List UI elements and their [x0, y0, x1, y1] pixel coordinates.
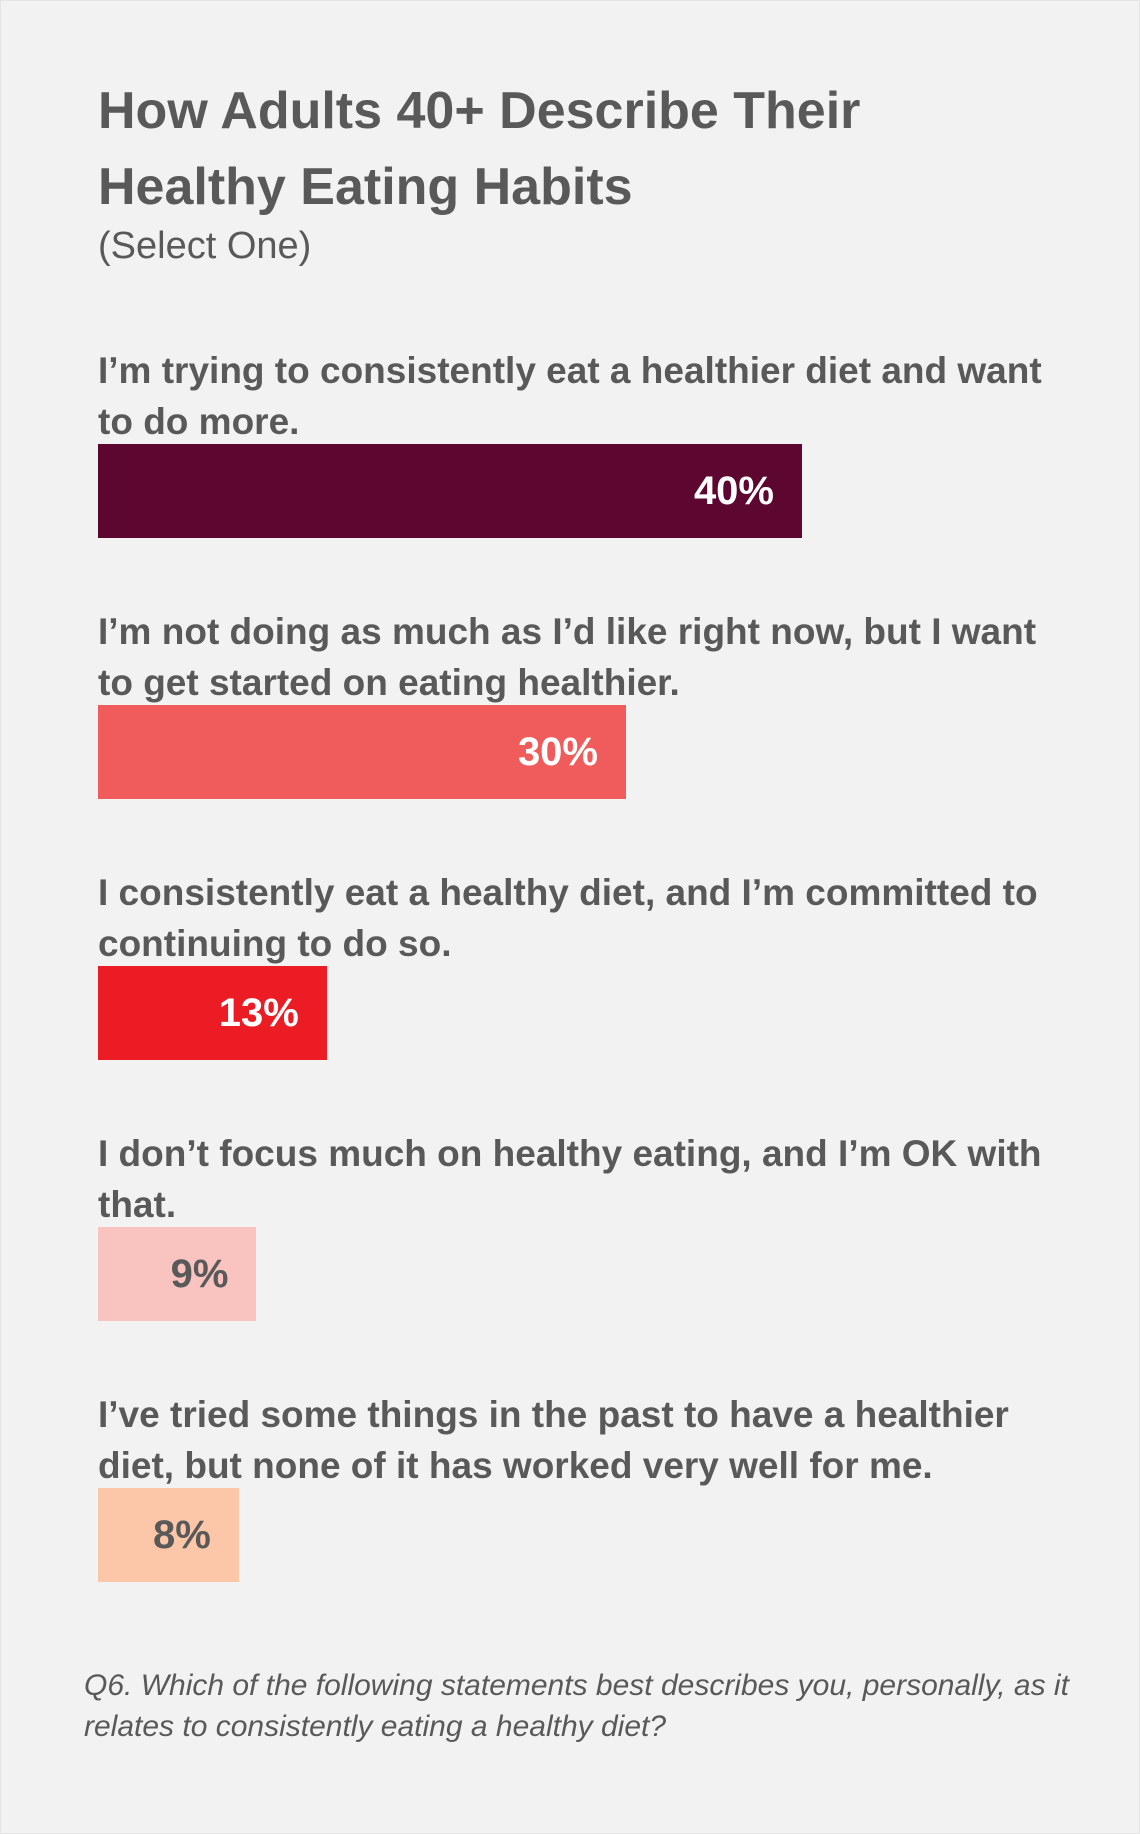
category-label: I’m not doing as much as I’d like right … — [98, 611, 1037, 703]
category-label: I consistently eat a healthy diet, and I… — [98, 872, 1038, 964]
category-label: I’m trying to consistently eat a healthi… — [98, 350, 1042, 442]
category-label: I’ve tried some things in the past to ha… — [98, 1394, 1009, 1486]
bar: 8% — [98, 1488, 239, 1582]
bar: 13% — [98, 966, 327, 1060]
bar: 30% — [98, 705, 626, 799]
value-label: 30% — [517, 730, 598, 774]
value-label: 40% — [693, 469, 774, 513]
chart-title: How Adults 40+ Describe Their Healthy Ea… — [98, 82, 861, 216]
category-label: I don’t focus much on healthy eating, an… — [98, 1133, 1042, 1225]
footnote: Q6. Which of the following statements be… — [84, 1669, 1069, 1743]
value-label: 8% — [152, 1513, 211, 1557]
chart-subtitle: (Select One) — [98, 225, 312, 267]
value-label: 13% — [218, 991, 299, 1035]
bar: 9% — [98, 1227, 257, 1321]
bar: 40% — [98, 444, 802, 538]
value-label: 9% — [170, 1252, 229, 1296]
